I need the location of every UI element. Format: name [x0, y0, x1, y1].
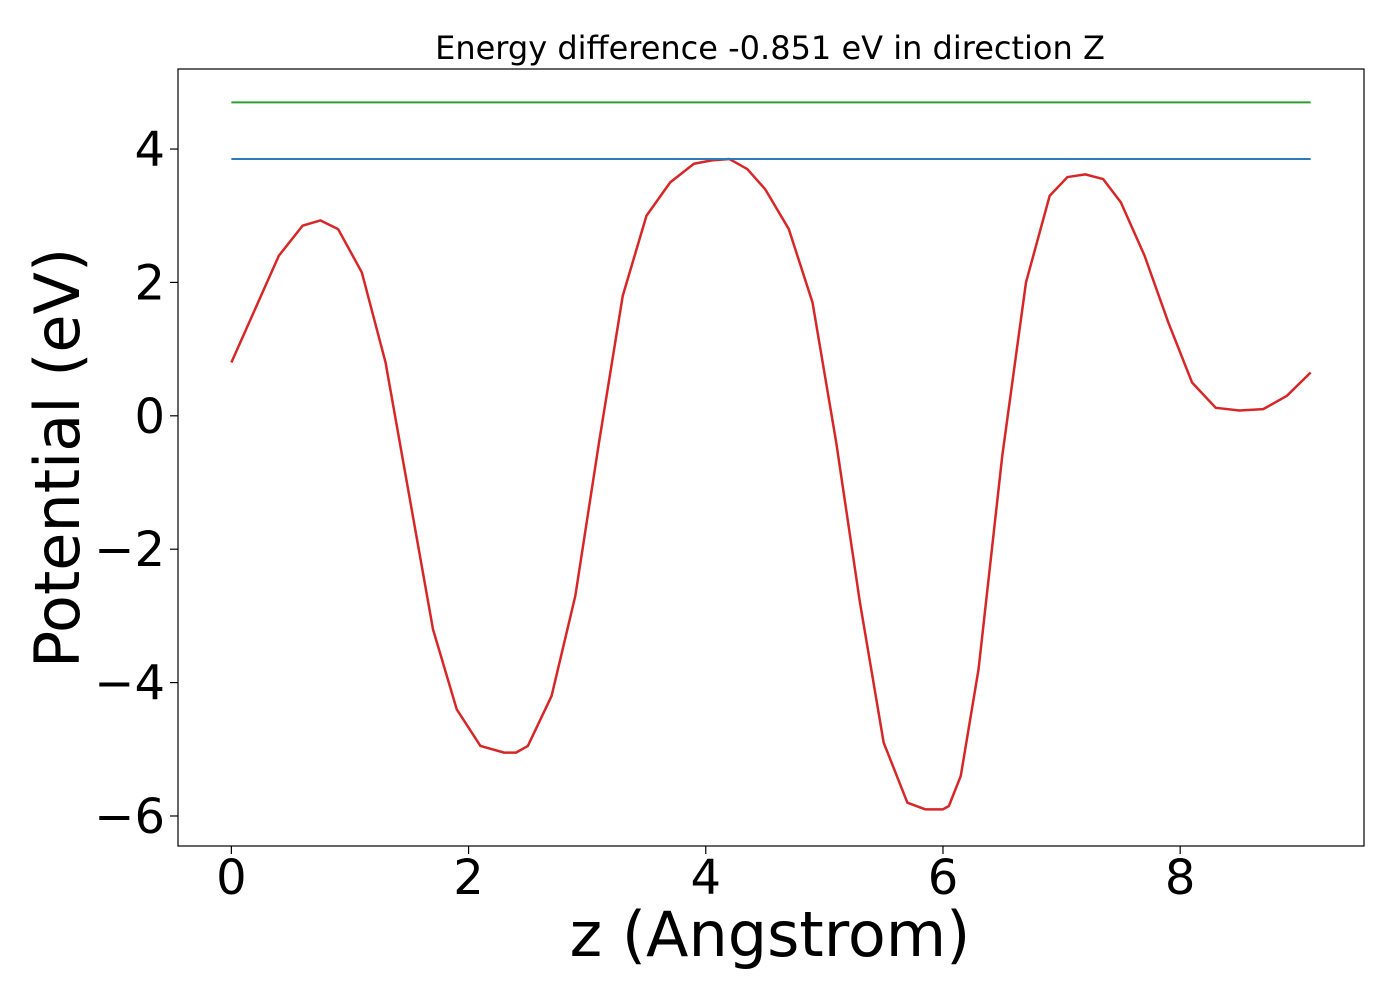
y-tick-label: −4 [94, 656, 165, 712]
y-tick-label: 0 [134, 389, 165, 445]
x-axis-ticks: 0 2 4 6 8 [216, 846, 1195, 906]
x-tick-label: 0 [216, 850, 247, 906]
x-tick-label: 8 [1165, 850, 1196, 906]
x-tick-label: 6 [928, 850, 959, 906]
y-axis-label: Potential (eV) [21, 248, 94, 668]
y-tick-label: 2 [134, 255, 165, 311]
y-tick-label: −6 [94, 789, 165, 845]
series-line-1 [230, 157, 1312, 811]
x-tick-label: 4 [690, 850, 721, 906]
x-tick-label: 2 [453, 850, 484, 906]
x-axis-label: z (Angstrom) [570, 898, 971, 971]
plot-area-frame [177, 68, 1365, 847]
chart-title: Energy difference -0.851 eV in direction… [435, 29, 1105, 67]
y-tick-label: 4 [134, 122, 165, 178]
y-tick-label: −2 [94, 522, 165, 578]
y-axis-ticks: −6 −4 −2 0 2 4 [94, 122, 178, 845]
series-layer [230, 101, 1312, 811]
